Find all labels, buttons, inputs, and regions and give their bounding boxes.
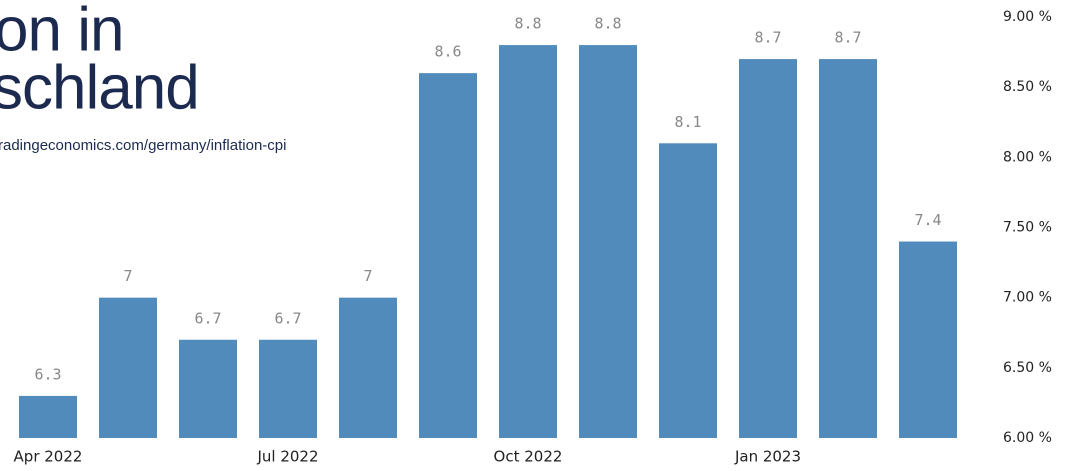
bar	[659, 143, 717, 439]
value-label: 8.8	[594, 15, 621, 33]
bar	[339, 297, 397, 438]
bar	[899, 241, 957, 438]
x-tick-label: Jul 2022	[256, 448, 318, 466]
value-label: 6.7	[274, 309, 301, 327]
y-tick-label: 7.50 %	[1003, 220, 1052, 236]
y-tick-label: 8.00 %	[1003, 149, 1052, 165]
chart-title: on in	[0, 0, 123, 64]
y-tick-label: 9.00 %	[1003, 9, 1052, 25]
bar	[19, 395, 77, 438]
value-label: 7.4	[914, 211, 941, 229]
bar	[579, 45, 637, 439]
value-label: 7	[123, 267, 132, 285]
bar	[419, 73, 477, 438]
value-label: 8.7	[834, 29, 861, 47]
bar	[179, 339, 237, 438]
y-tick-label: 6.50 %	[1003, 360, 1052, 376]
value-label: 8.8	[514, 15, 541, 33]
x-tick-label: Jan 2023	[734, 448, 801, 466]
x-tick-label: Oct 2022	[494, 448, 563, 466]
x-tick-label: Apr 2022	[14, 448, 83, 466]
value-label: 6.3	[34, 365, 61, 383]
y-tick-label: 6.00 %	[1003, 430, 1052, 446]
bar	[739, 59, 797, 438]
chart-subtitle: radingeconomics.com/germany/inflation-cp…	[0, 137, 286, 154]
bar	[499, 45, 557, 439]
value-label: 8.7	[754, 29, 781, 47]
bar	[259, 339, 317, 438]
y-tick-label: 7.00 %	[1003, 290, 1052, 306]
bar	[99, 297, 157, 438]
value-label: 6.7	[194, 309, 221, 327]
y-tick-label: 8.50 %	[1003, 79, 1052, 95]
value-label: 8.6	[434, 43, 461, 61]
value-label: 7	[363, 267, 372, 285]
chart-title: schland	[0, 53, 199, 122]
bar	[819, 59, 877, 438]
value-label: 8.1	[674, 113, 701, 131]
